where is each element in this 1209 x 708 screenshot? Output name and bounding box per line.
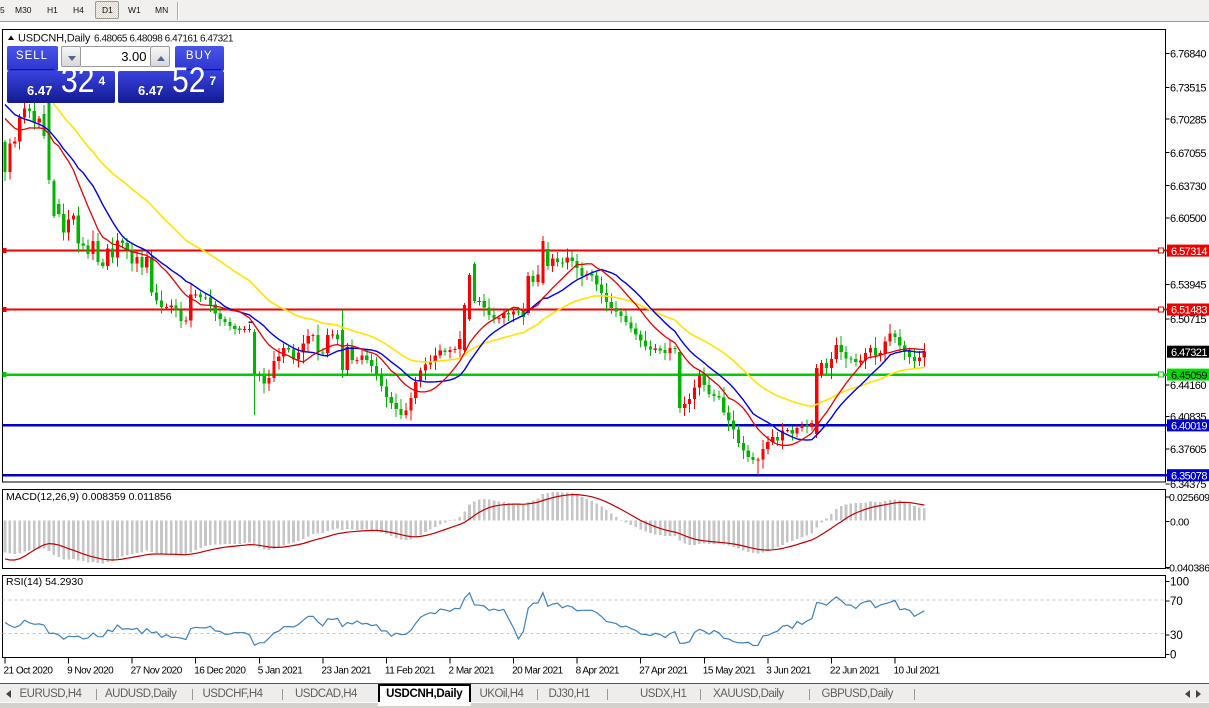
- svg-text:6.60500: 6.60500: [1170, 213, 1206, 225]
- svg-text:0.025609: 0.025609: [1169, 492, 1209, 504]
- svg-text:27 Nov 2020: 27 Nov 2020: [131, 666, 183, 677]
- svg-text:3 Jun 2021: 3 Jun 2021: [766, 666, 811, 677]
- svg-text:9 Nov 2020: 9 Nov 2020: [67, 666, 114, 677]
- svg-text:21 Oct 2020: 21 Oct 2020: [4, 666, 54, 677]
- svg-text:5 Jan 2021: 5 Jan 2021: [258, 666, 303, 677]
- svg-text:16 Dec 2020: 16 Dec 2020: [194, 666, 246, 677]
- svg-text:6.73515: 6.73515: [1170, 83, 1206, 95]
- svg-text:27 Apr 2021: 27 Apr 2021: [639, 666, 688, 677]
- svg-text:6.76840: 6.76840: [1170, 49, 1206, 61]
- svg-text:6.50715: 6.50715: [1170, 314, 1206, 326]
- svg-text:MACD(12,26,9) 0.008359 0.01185: MACD(12,26,9) 0.008359 0.011856: [6, 491, 172, 503]
- svg-text:6.45059: 6.45059: [1171, 370, 1207, 382]
- svg-text:8 Apr 2021: 8 Apr 2021: [576, 666, 620, 677]
- svg-text:-0.040386: -0.040386: [1166, 563, 1209, 575]
- svg-text:11 Feb 2021: 11 Feb 2021: [385, 666, 436, 677]
- svg-text:10 Jul 2021: 10 Jul 2021: [894, 666, 941, 677]
- svg-text:6.63730: 6.63730: [1170, 181, 1206, 193]
- svg-text:0.00: 0.00: [1170, 517, 1189, 529]
- svg-text:USDCNH,Daily: USDCNH,Daily: [18, 33, 91, 45]
- svg-text:100: 100: [1170, 577, 1189, 589]
- svg-text:6.34375: 6.34375: [1170, 479, 1206, 491]
- svg-text:6.53945: 6.53945: [1170, 280, 1206, 292]
- svg-text:2 Mar 2021: 2 Mar 2021: [449, 666, 496, 677]
- svg-text:22 Jun 2021: 22 Jun 2021: [830, 666, 880, 677]
- svg-text:15 May 2021: 15 May 2021: [703, 666, 756, 677]
- svg-text:6.44160: 6.44160: [1170, 380, 1206, 392]
- svg-text:30: 30: [1170, 630, 1183, 642]
- svg-text:6.51483: 6.51483: [1171, 305, 1207, 317]
- svg-text:6.67055: 6.67055: [1170, 148, 1206, 160]
- svg-text:23 Jan 2021: 23 Jan 2021: [321, 666, 371, 677]
- svg-text:0: 0: [1170, 650, 1176, 662]
- svg-text:6.48065 6.48098 6.47161 6.4732: 6.48065 6.48098 6.47161 6.47321: [94, 34, 234, 45]
- svg-text:6.47321: 6.47321: [1171, 347, 1207, 359]
- svg-text:70: 70: [1170, 596, 1183, 608]
- svg-text:RSI(14) 54.2930: RSI(14) 54.2930: [6, 576, 83, 588]
- svg-text:20 Mar 2021: 20 Mar 2021: [512, 666, 564, 677]
- svg-text:6.35078: 6.35078: [1171, 470, 1207, 482]
- svg-text:6.40019: 6.40019: [1171, 421, 1207, 433]
- svg-text:6.37605: 6.37605: [1170, 444, 1206, 456]
- svg-text:6.57314: 6.57314: [1171, 246, 1207, 258]
- svg-text:6.70285: 6.70285: [1170, 114, 1206, 126]
